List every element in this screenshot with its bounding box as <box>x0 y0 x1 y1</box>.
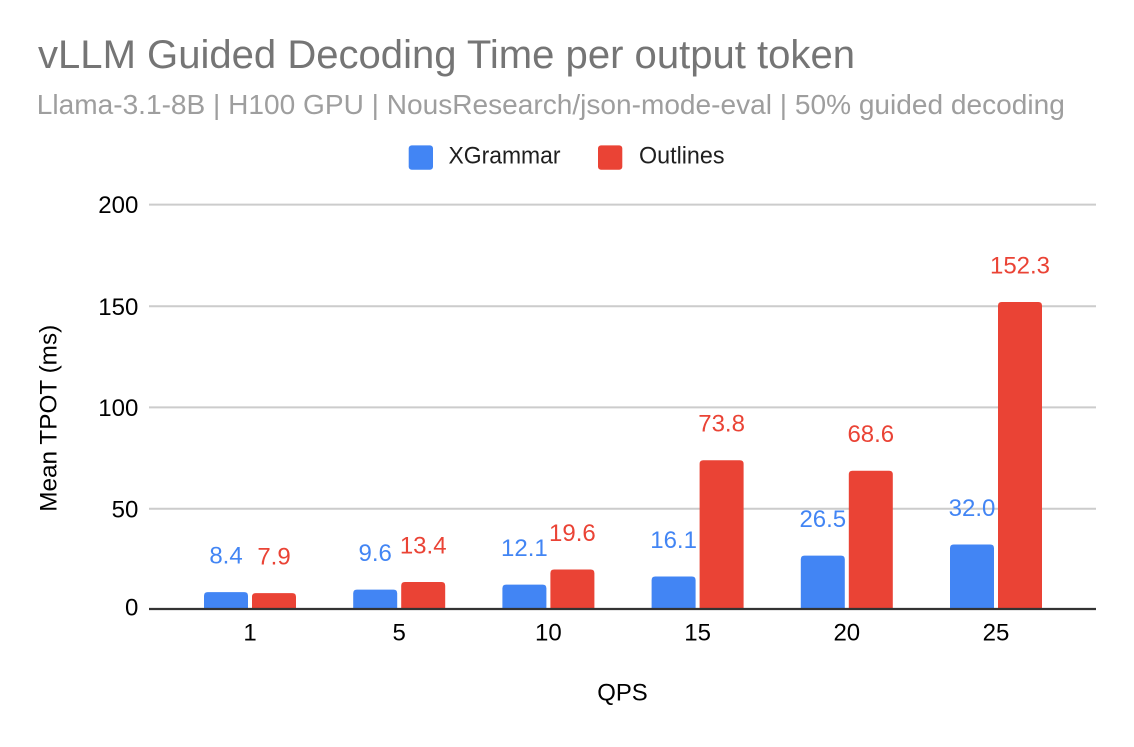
svg-text:13.4: 13.4 <box>400 533 447 560</box>
svg-text:12.1: 12.1 <box>501 535 548 562</box>
svg-text:10: 10 <box>535 619 562 646</box>
svg-text:26.5: 26.5 <box>799 506 846 533</box>
svg-text:1: 1 <box>243 619 256 646</box>
svg-text:15: 15 <box>684 619 711 646</box>
svg-text:Outlines: Outlines <box>639 143 725 170</box>
svg-text:5: 5 <box>393 619 406 646</box>
svg-text:152.3: 152.3 <box>990 253 1050 280</box>
svg-text:0: 0 <box>125 595 138 622</box>
svg-text:25: 25 <box>983 619 1010 646</box>
svg-text:9.6: 9.6 <box>359 540 392 567</box>
svg-text:Llama-3.1-8B | H100 GPU | Nous: Llama-3.1-8B | H100 GPU | NousResearch/j… <box>37 89 1065 120</box>
svg-text:8.4: 8.4 <box>209 543 242 570</box>
svg-text:73.8: 73.8 <box>698 411 745 438</box>
svg-text:20: 20 <box>833 619 860 646</box>
svg-text:150: 150 <box>98 294 138 321</box>
svg-text:32.0: 32.0 <box>949 495 996 522</box>
svg-text:16.1: 16.1 <box>650 527 697 554</box>
svg-text:100: 100 <box>98 395 138 422</box>
svg-text:50: 50 <box>112 496 139 523</box>
svg-text:19.6: 19.6 <box>549 520 596 547</box>
svg-text:7.9: 7.9 <box>257 544 290 571</box>
svg-text:vLLM Guided Decoding Time per: vLLM Guided Decoding Time per output tok… <box>38 33 855 77</box>
svg-text:68.6: 68.6 <box>847 421 894 448</box>
svg-text:200: 200 <box>98 192 138 219</box>
svg-text:QPS: QPS <box>597 679 648 706</box>
svg-text:Mean TPOT (ms): Mean TPOT (ms) <box>35 325 62 512</box>
svg-text:XGrammar: XGrammar <box>449 143 561 170</box>
